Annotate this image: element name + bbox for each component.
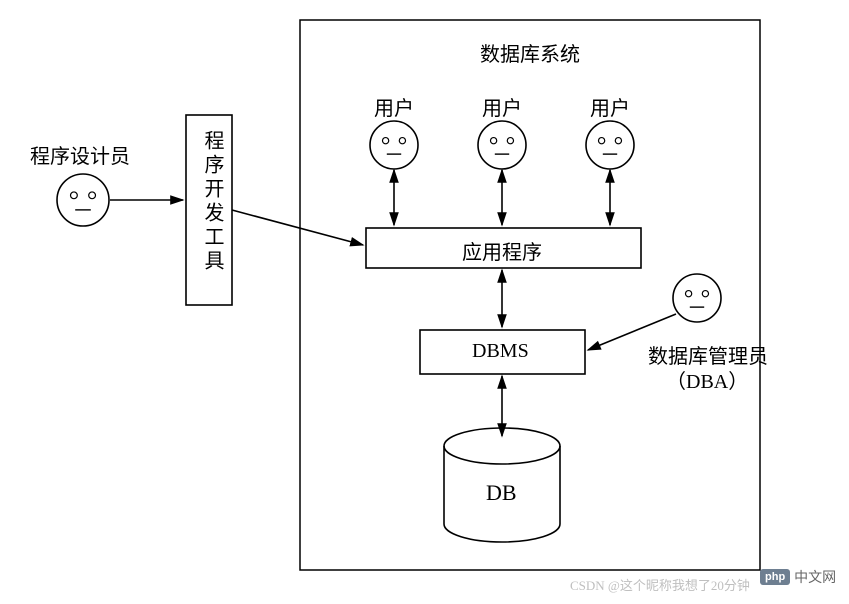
php-text: 中文网 <box>794 567 836 587</box>
user-label-2: 用户 <box>590 92 630 121</box>
php-badge-icon: php <box>760 569 790 585</box>
dba-label-line2: （DBA） <box>666 365 748 394</box>
programmer-label: 程序设计员 <box>30 140 130 169</box>
dev-tool-label: 程序开发工具 <box>198 130 227 274</box>
dbms-label: DBMS <box>472 340 529 363</box>
footer-csdn: CSDN @这个昵称我想了20分钟 <box>570 575 750 594</box>
app-label: 应用程序 <box>462 236 542 265</box>
db-label: DB <box>486 480 517 506</box>
footer-php: php 中文网 <box>760 567 836 587</box>
user-label-1: 用户 <box>482 92 522 121</box>
diagram-svg <box>0 0 849 604</box>
user-label-0: 用户 <box>374 92 414 121</box>
system-box-title: 数据库系统 <box>480 38 580 67</box>
diagram-canvas: 数据库系统 程序设计员 程序开发工具 用户 用户 用户 应用程序 DBMS 数据… <box>0 0 849 604</box>
